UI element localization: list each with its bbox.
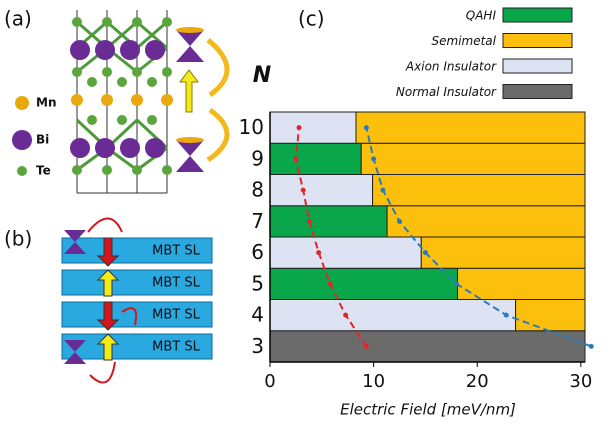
bar-segment [269,330,586,363]
curve-point [454,281,460,287]
arrow [87,217,138,384]
bar-segment [269,142,362,175]
dirac-cones [176,27,204,172]
atom-label: Bi [36,133,49,147]
curve [294,127,368,347]
curve-point [588,343,594,349]
spin-arrow [179,69,199,113]
bar-segment [360,142,586,175]
y-tick-label: 6 [251,240,264,264]
bar-segment [515,299,586,332]
curve-point [371,156,377,162]
legend-label: Axion Insulator [405,60,497,74]
layer-label: MBT SL [152,340,200,355]
curve-point [397,218,403,224]
plot: 3 4 5 6 7 8 9 10 0 10 20 30 QAHI Semimetal Axion Insul… [239,7,594,392]
curve-point [363,125,369,131]
curve-point [306,218,312,224]
x-axis-title: Electric Field [meV/nm] [340,401,516,419]
curve-point [316,250,322,256]
layer-label: MBT SL [152,276,200,291]
bar-segment [269,267,459,300]
crystal [75,10,169,194]
curve-point [503,312,509,318]
bar-segment [269,205,388,238]
legend-label: Normal Insulator [396,85,497,99]
legend-swatch [502,58,573,74]
legend-label: Semimetal [432,34,497,48]
y-tick-label: 3 [251,334,264,358]
curve-point [343,312,349,318]
y-tick-label: 10 [239,115,264,139]
x-tick-label: 10 [362,371,385,392]
legend-label: QAHI [466,9,497,23]
layer-label: MBT SL [152,308,200,323]
curve [365,127,592,348]
curve-point [293,156,299,162]
y-tick-label: 7 [251,209,264,233]
bar-segment [372,174,586,207]
curve-point [422,250,428,256]
x-tick-label: 30 [569,371,592,392]
y-tick-label: 5 [251,271,264,295]
panel-label: (c) [298,7,325,31]
y-tick-label: 9 [251,146,264,170]
legend-swatch [502,84,573,99]
curve-point [380,187,386,193]
panel-label: (a) [4,7,32,31]
bar-segment [269,299,517,332]
atom-label: Te [36,164,51,178]
y-tick-label: 8 [251,178,264,202]
bar-segment [420,236,586,269]
layer-label: MBT SL [152,244,200,259]
legend-swatch [502,33,573,48]
x-tick-label: 20 [466,371,489,392]
bar-segment [269,111,357,144]
y-tick-label: 4 [251,303,264,327]
bar-segment [386,205,586,238]
arrow [206,38,230,163]
x-tick-label: 0 [264,371,275,392]
atom-label: Mn [36,96,56,110]
y-axis-title: N [253,63,271,88]
atoms [12,17,173,176]
curve-point [296,125,302,131]
dirac-cones [64,230,86,364]
bar-segment [355,111,586,144]
bar-segment [269,174,374,207]
panel-label: (b) [4,227,32,251]
curve-point [300,187,306,193]
bar-segment [457,267,586,300]
legend-swatch [502,7,573,23]
curve-point [327,281,333,287]
curve-point [363,343,369,349]
spin-arrows [96,237,120,361]
bar-segment [269,236,422,269]
